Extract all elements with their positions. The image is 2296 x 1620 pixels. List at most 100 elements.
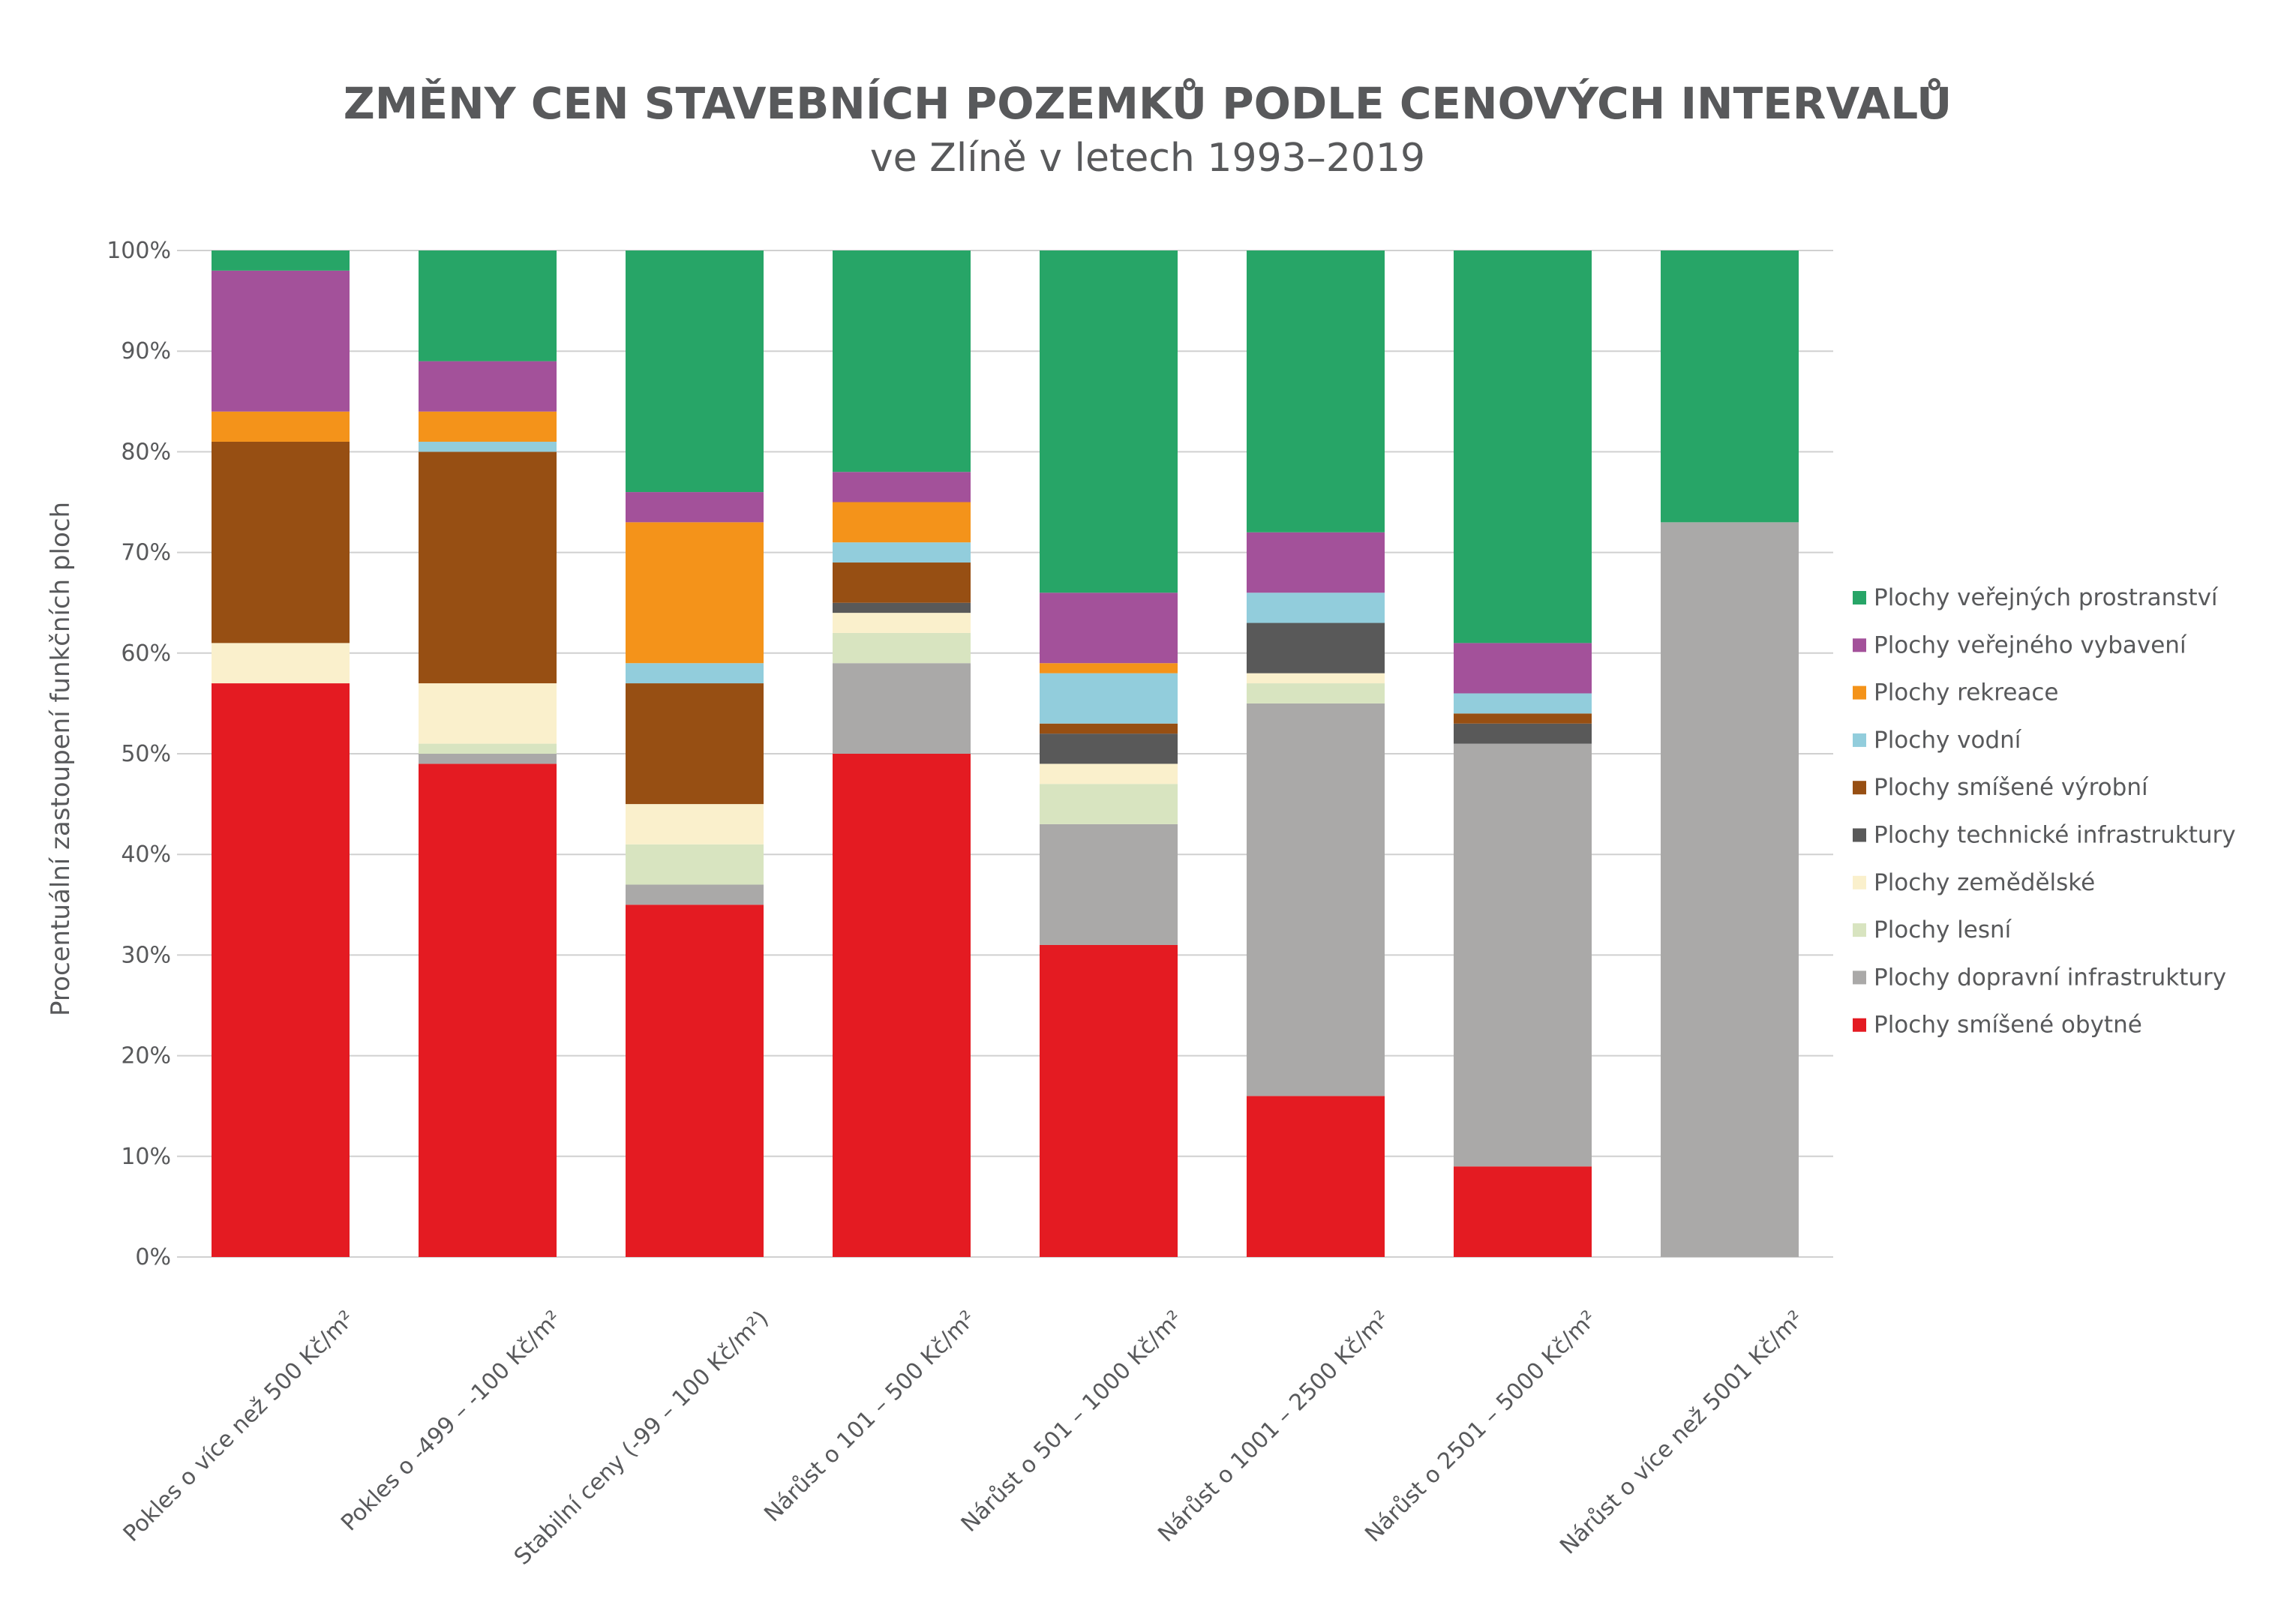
bar-segment [833,632,971,664]
legend-item: Plochy veřejného vybavení [1853,632,2187,658]
legend-swatch [1853,828,1866,842]
legend-label: Plochy zemědělské [1874,869,2095,896]
bar-segment [833,250,971,472]
bar-segment [419,754,557,764]
x-tick-label: Nárůst o 2501 – 5000 Kč/m² [1360,1306,1601,1547]
y-axis-ticks: 0% 10% 20% 30% 40% 50% 60% 70% 80% 90% 100% [107,238,171,1270]
bar-segment [1247,1096,1385,1257]
bar-stack [1247,250,1385,1257]
bar-segment [419,411,557,442]
bar-segment [833,502,971,543]
y-tick-label: 70% [121,540,171,566]
legend-item: Plochy rekreace [1853,680,2059,706]
bar-segment [833,562,971,603]
bar-segment [626,884,764,905]
legend-item: Plochy smíšené obytné [1853,1012,2142,1039]
legend-swatch [1853,733,1866,747]
y-tick-label: 30% [121,942,171,968]
legend-swatch [1853,591,1866,604]
legend-swatch [1853,781,1866,795]
legend-swatch [1853,1018,1866,1032]
legend-item: Plochy dopravní infrastruktury [1853,964,2226,991]
bar-segment [626,492,764,523]
x-tick-label: Nárůst o 501 – 1000 Kč/m² [956,1306,1188,1538]
legend-item: Plochy veřejných prostranství [1853,584,2219,611]
y-tick-label: 80% [121,439,171,465]
bar-segment [1040,734,1178,764]
bar-segment [1247,532,1385,593]
x-tick-label: Stabilní ceny (-99 – 100 Kč/m²) [509,1306,774,1570]
legend-swatch [1853,923,1866,938]
bar-segment [626,250,764,493]
bar-segment [212,683,350,1257]
bar-segment [626,663,764,684]
bar-segment [1247,250,1385,532]
y-tick-label: 50% [121,741,171,767]
x-tick-label: Nárůst o více než 5001 Kč/m² [1555,1306,1809,1560]
bar-stack [833,250,971,1257]
bar-segment [212,441,350,644]
bar-segment [419,452,557,684]
legend-label: Plochy dopravní infrastruktury [1874,964,2226,991]
bar-segment [1247,673,1385,684]
bar-segment [419,441,557,452]
bar-segment [1040,784,1178,824]
bar-segment [833,663,971,754]
chart-title: ZMĚNY CEN STAVEBNÍCH POZEMKŮ PODLE CENOV… [344,77,1952,129]
bar-segment [1454,743,1592,1167]
legend: Plochy veřejných prostranství Plochy veře… [1853,584,2236,1039]
legend-label: Plochy smíšené obytné [1874,1012,2142,1039]
bar-segment [626,522,764,664]
bar-segment [626,844,764,885]
legend-item: Plochy vodní [1853,727,2022,754]
bar-segment [1454,713,1592,724]
y-tick-label: 40% [121,842,171,868]
legend-swatch [1853,638,1866,652]
legend-swatch [1853,970,1866,985]
bar-segment [833,754,971,1257]
bar-segment [626,904,764,1257]
bar-segment [833,613,971,633]
legend-swatch [1853,875,1866,890]
y-tick-label: 90% [121,338,171,364]
bar-segment [1454,643,1592,694]
bar-segment [626,804,764,844]
bar-stack [1454,250,1592,1257]
bar-segment [1040,673,1178,724]
legend-item: Plochy smíšené výrobní [1853,774,2149,801]
bar-segment [1040,663,1178,674]
legend-item: Plochy lesní [1853,916,2012,944]
bar-segment [419,743,557,754]
bar-segment [212,411,350,442]
bar-segment [833,602,971,614]
bar-segment [212,250,350,271]
legend-item: Plochy zemědělské [1853,869,2095,896]
y-tick-label: 0% [135,1244,171,1270]
bar-segment [1661,250,1799,523]
legend-label: Plochy technické infrastruktury [1874,822,2236,849]
y-tick-label: 20% [121,1043,171,1070]
bar-segment [1040,723,1178,734]
bar-segment [419,250,557,362]
bar-segment [419,764,557,1257]
bar-segment [1454,250,1592,644]
bar-segment [626,683,764,805]
bar-stack [1040,250,1178,1257]
legend-item: Plochy technické infrastruktury [1853,822,2236,849]
x-tick-label: Nárůst o 1001 – 2500 Kč/m² [1153,1306,1394,1547]
bar-segment [833,542,971,563]
x-tick-label: Pokles o -499 – -100 Kč/m² [336,1306,567,1537]
bar-segment [1040,592,1178,664]
bar-segment [1247,683,1385,704]
legend-label: Plochy veřejného vybavení [1874,632,2187,658]
x-tick-label: Nárůst o 101 – 500 Kč/m² [759,1306,980,1527]
bar-segment [1247,703,1385,1096]
bar-segment [419,361,557,412]
bar-segment [1040,764,1178,784]
y-tick-label: 10% [121,1144,171,1170]
legend-label: Plochy lesní [1874,916,2012,944]
bar-stack [1661,250,1799,1257]
bar-segment [1040,944,1178,1257]
